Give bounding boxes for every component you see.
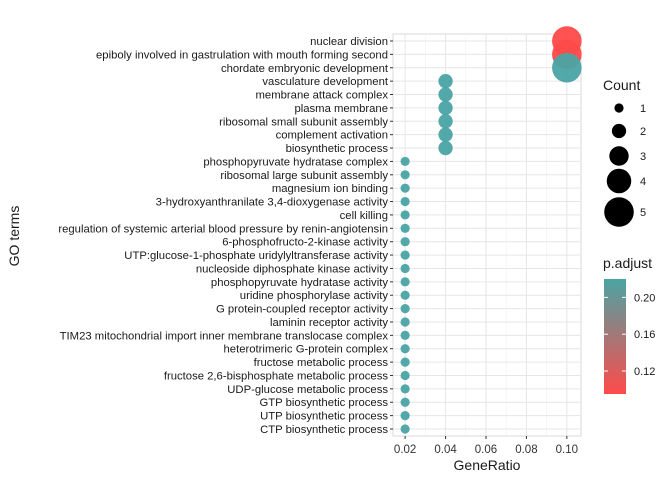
count-legend-key (604, 197, 634, 227)
y-tick-label: plasma membrane (294, 103, 388, 115)
count-legend-key (614, 103, 624, 113)
y-tick-label: UTP biosynthetic process (260, 411, 388, 423)
count-legend-label: 2 (640, 126, 646, 138)
y-tick-label: biosynthetic process (286, 143, 389, 155)
data-point (438, 87, 453, 102)
y-tick-label: vasculature development (262, 76, 388, 88)
data-points (400, 26, 582, 434)
x-tick-label: 0.04 (434, 444, 457, 456)
y-tick-label: G protein-coupled receptor activity (216, 304, 388, 316)
y-tick-label: 3-hydroxyanthranilate 3,4-dioxygenase ac… (156, 197, 389, 209)
y-tick-label: TIM23 mitochondrial import inner membran… (60, 330, 389, 342)
data-point (400, 183, 410, 193)
data-point (400, 223, 410, 233)
data-point (438, 140, 453, 156)
count-legend-key (611, 123, 627, 139)
colorbar-tick-label: 0.12 (634, 366, 655, 378)
count-legend-label: 3 (640, 151, 646, 163)
count-legend: Count 1 2 3 4 5 (603, 77, 646, 227)
data-point (438, 100, 453, 116)
y-tick-label: heterotrimeric G-protein complex (224, 344, 389, 356)
data-point (438, 114, 453, 129)
y-tick-label: nuclear division (310, 36, 388, 48)
count-legend-key (609, 146, 629, 166)
x-tick-label: 0.06 (475, 444, 497, 456)
y-axis-title: GO terms (6, 206, 22, 267)
data-point (438, 127, 453, 142)
data-point (400, 411, 410, 421)
data-point (400, 424, 410, 434)
data-point (400, 370, 410, 381)
data-point (400, 330, 410, 340)
x-tick-label: 0.10 (556, 444, 578, 456)
data-point (400, 263, 410, 274)
data-point (400, 317, 410, 327)
data-point (552, 52, 582, 83)
count-legend-label: 5 (640, 207, 646, 219)
y-tick-label: CTP biosynthetic process (260, 424, 388, 436)
p-adjust-legend-title: p.adjust (603, 255, 652, 271)
x-tick-label: 0.02 (394, 444, 416, 456)
data-point (438, 73, 453, 89)
y-tick-label: cell killing (340, 210, 388, 222)
data-point (400, 277, 410, 287)
data-point (400, 170, 410, 180)
y-tick-label: regulation of systemic arterial blood pr… (58, 223, 388, 235)
y-tick-label: ribosomal small subunit assembly (219, 116, 388, 128)
colorbar-tick-label: 0.16 (634, 329, 655, 341)
y-tick-label: fructose metabolic process (254, 357, 389, 369)
p-adjust-legend: p.adjust 0.12 0.16 0.20 (603, 255, 655, 394)
panel-background (392, 33, 582, 437)
y-tick-label: ribosomal large subunit assembly (220, 170, 388, 182)
data-point (400, 250, 410, 260)
y-tick-label: uridine phosphorylase activity (240, 290, 389, 302)
x-axis-title: GeneRatio (454, 457, 521, 473)
data-point (400, 344, 410, 354)
y-tick-label: complement activation (276, 130, 388, 142)
y-tick-label: chordate embryonic development (221, 63, 389, 75)
data-point (400, 210, 410, 220)
data-point (400, 237, 410, 247)
data-point (400, 384, 410, 394)
y-tick-label: 6-phosphofructo-2-kinase activity (222, 237, 388, 249)
p-adjust-colorbar (604, 279, 626, 394)
data-point (400, 303, 410, 314)
x-tick-label: 0.08 (515, 444, 537, 456)
data-point (400, 196, 410, 207)
y-tick-label: membrane attack complex (256, 90, 389, 102)
y-tick-label: phosphopyruvate hydratase complex (203, 156, 388, 168)
y-tick-label: nucleoside diphosphate kinase activity (196, 263, 389, 275)
count-legend-title: Count (603, 77, 640, 93)
y-tick-label: UDP-glucose metabolic process (227, 384, 388, 396)
data-point (400, 397, 410, 407)
data-point (400, 290, 410, 300)
y-tick-label: UTP:glucose-1-phosphate uridylyltransfer… (124, 250, 388, 262)
y-tick-label: phosphopyruvate hydratase activity (211, 277, 388, 289)
count-legend-label: 1 (640, 103, 646, 115)
y-tick-label: GTP biosynthetic process (259, 397, 388, 409)
count-legend-label: 4 (640, 176, 646, 188)
y-tick-label: epiboly involved in gastrulation with mo… (96, 49, 388, 61)
count-legend-key (606, 168, 632, 194)
colorbar-tick-label: 0.20 (634, 292, 655, 304)
y-tick-label: laminin receptor activity (270, 317, 388, 329)
plot-panel (392, 33, 582, 437)
data-point (400, 357, 410, 367)
y-tick-label: fructose 2,6-bisphosphate metabolic proc… (164, 370, 389, 382)
y-tick-label: magnesium ion binding (272, 183, 388, 195)
x-axis-tick-labels: 0.02 0.04 0.06 0.08 0.10 (394, 436, 578, 456)
data-point (400, 156, 410, 167)
